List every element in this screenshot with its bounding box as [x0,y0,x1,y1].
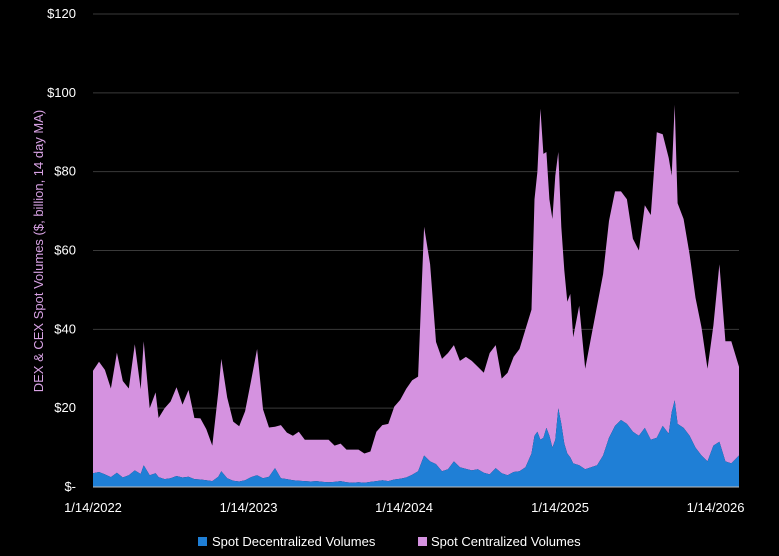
y-tick-label: $40 [54,321,76,336]
x-tick-label: 1/14/2025 [531,500,589,515]
legend-swatch-dex [198,537,207,546]
y-tick-label: $100 [47,85,76,100]
y-tick-labels: $- $20 $40 $60 $80 $100 $120 [47,6,76,494]
y-tick-label: $120 [47,6,76,21]
area-spot-decentralized [93,400,739,487]
area-spot-centralized [93,104,739,483]
x-tick-label: 1/14/2026 [687,500,745,515]
x-tick-labels: 1/14/2022 1/14/2023 1/14/2024 1/14/2025 1/14… [64,500,744,515]
y-tick-label: $60 [54,243,76,258]
plot-areas [93,104,739,487]
legend-label-cex: Spot Centralized Volumes [431,534,581,549]
grid-lines [93,13,739,409]
y-tick-label: $20 [54,400,76,415]
y-axis-label: DEX & CEX Spot Volumes ($, billion, 14 d… [31,110,46,393]
y-tick-label: $80 [54,164,76,179]
x-tick-label: 1/14/2022 [64,500,122,515]
legend-swatch-cex [418,537,427,546]
legend: Spot Decentralized Volumes Spot Centrali… [198,534,581,549]
legend-label-dex: Spot Decentralized Volumes [212,534,376,549]
x-tick-label: 1/14/2023 [220,500,278,515]
x-tick-label: 1/14/2024 [375,500,433,515]
y-tick-label: $- [64,479,76,494]
